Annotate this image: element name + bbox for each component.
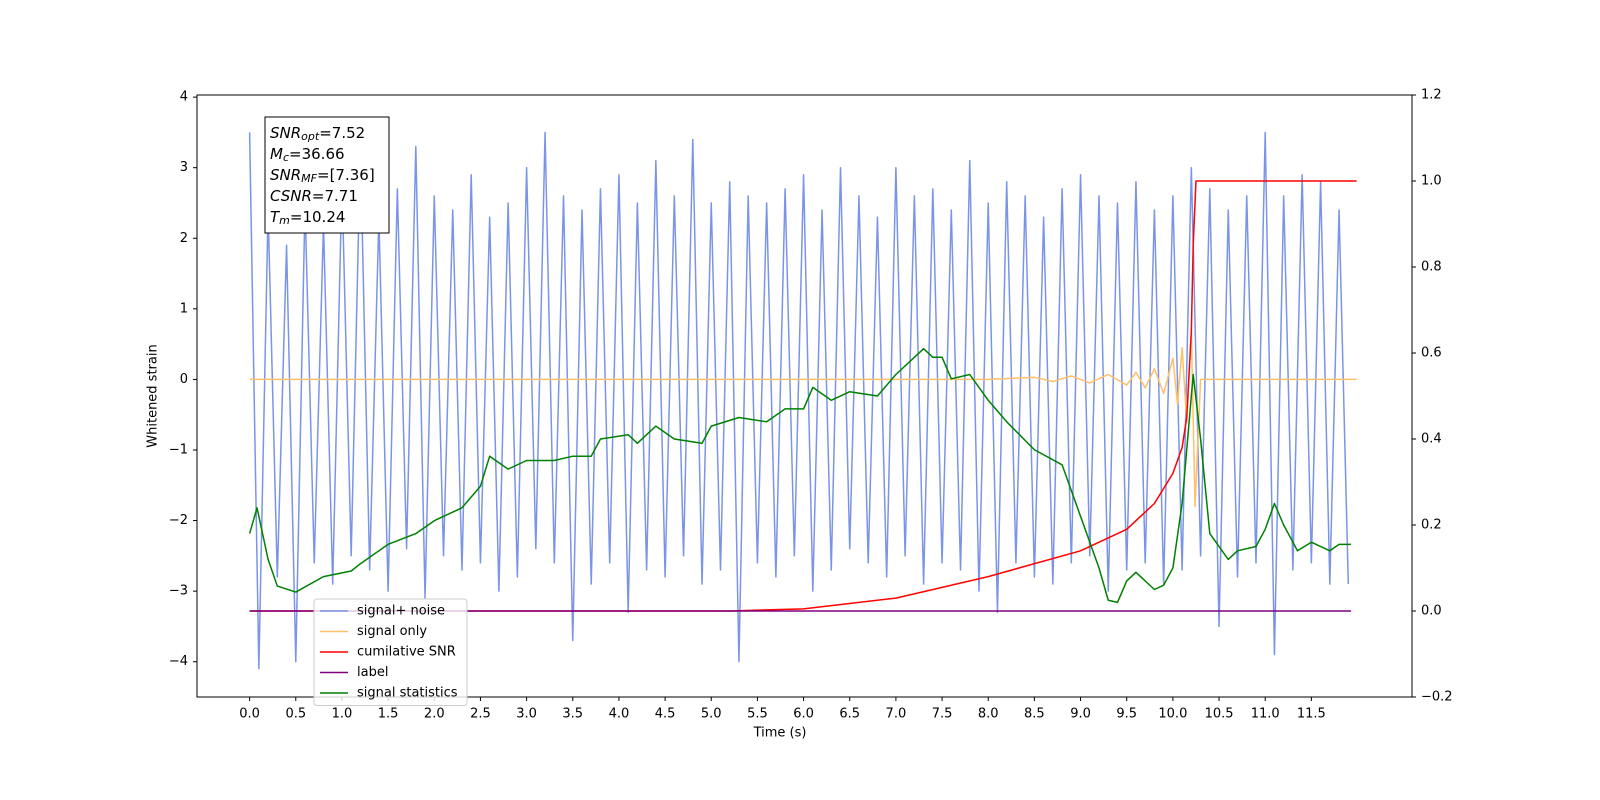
x-tick-label: 6.5: [839, 707, 860, 722]
x-tick-label: 4.0: [609, 707, 630, 722]
y-tick-label: −3: [169, 584, 188, 599]
x-tick-label: 1.0: [332, 707, 353, 722]
annotation-var: M: [270, 145, 283, 163]
annotation-sub: m: [279, 214, 290, 227]
annotation-text: =7.71: [312, 187, 358, 205]
legend-label: signal statistics: [357, 686, 458, 701]
y2-tick-label: 0.0: [1421, 604, 1442, 619]
annotation-sub: opt: [301, 130, 320, 143]
y2-tick-label: 0.6: [1421, 346, 1442, 361]
y2-tick-label: 0.2: [1421, 518, 1442, 533]
x-tick-label: 10.0: [1158, 707, 1187, 722]
x-tick-label: 11.0: [1251, 707, 1280, 722]
x-tick-label: 2.5: [470, 707, 491, 722]
annotation: SNRopt=7.52Mc=36.66SNRMF=[7.36]CSNR=7.71…: [264, 116, 390, 234]
x-tick-label: 9.5: [1116, 707, 1137, 722]
annotation-line: CSNR=7.71: [270, 187, 358, 205]
annotation-var: CSNR: [270, 187, 312, 205]
x-tick-label: 8.5: [1024, 707, 1045, 722]
annotation-box: [264, 116, 390, 234]
y-axis-label: Whitened strain: [146, 344, 161, 447]
annotation-text: =[7.36]: [317, 166, 375, 184]
x-tick-label: 6.0: [793, 707, 814, 722]
y2-tick-label: 0.8: [1421, 260, 1442, 275]
annotation-text: =7.52: [319, 124, 365, 142]
series-line: [248, 131, 1350, 670]
annotation-line: SNRopt=7.52: [270, 124, 365, 144]
y-tick-label: 2: [180, 231, 188, 246]
x-tick-label: 4.5: [655, 707, 676, 722]
x-tick-label: 1.5: [378, 707, 399, 722]
x-tick-label: 2.0: [424, 707, 445, 722]
annotation-text: =36.66: [289, 145, 345, 163]
x-tick-label: 5.5: [747, 707, 768, 722]
x-tick-label: 11.5: [1297, 707, 1326, 722]
x-tick-label: 5.0: [701, 707, 722, 722]
annotation-var: SNR: [270, 124, 301, 142]
y-tick-label: 1: [180, 301, 188, 316]
x-tick-label: 0.5: [285, 707, 306, 722]
y-tick-label: 3: [180, 160, 188, 175]
y2-tick-label: 0.4: [1421, 432, 1442, 447]
legend: signal+ noise signal only cumilative SNR la…: [313, 598, 468, 706]
x-tick-label: 9.0: [1070, 707, 1091, 722]
y2-tick-label: 1.0: [1421, 174, 1442, 189]
series-line: [249, 180, 1357, 612]
y2-tick-label: −0.2: [1421, 690, 1453, 705]
y-tick-label: −1: [169, 442, 188, 457]
y2-tick-label: 1.2: [1421, 88, 1442, 103]
legend-label: label: [357, 665, 388, 680]
x-axis-label: Time (s): [753, 726, 807, 741]
y-tick-label: −4: [169, 654, 188, 669]
legend-label: signal+ noise: [357, 604, 445, 619]
annotation-var: SNR: [270, 166, 301, 184]
y-tick-label: 0: [180, 372, 188, 387]
legend-box: [313, 598, 468, 706]
plot-frame: [196, 94, 1413, 698]
annotation-var: T: [270, 208, 281, 226]
x-tick-label: 3.5: [562, 707, 583, 722]
series-line: [248, 347, 1352, 604]
x-tick-label: 7.5: [932, 707, 953, 722]
x-tick-label: 3.0: [516, 707, 537, 722]
legend-label: signal only: [357, 624, 427, 639]
x-tick-label: 7.0: [886, 707, 907, 722]
legend-label: cumilative SNR: [357, 645, 456, 660]
annotation-sub: MF: [301, 172, 317, 185]
annotation-line: SNRMF=[7.36]: [270, 166, 375, 186]
y-tick-label: −2: [169, 513, 188, 528]
x-tick-label: 10.5: [1205, 707, 1234, 722]
annotation-sub: c: [283, 151, 289, 164]
y-tick-label: 4: [180, 90, 188, 105]
x-tick-label: 8.0: [978, 707, 999, 722]
x-tick-label: 0.0: [239, 707, 260, 722]
annotation-line: Tm=10.24: [270, 208, 345, 228]
annotation-line: Mc=36.66: [270, 145, 345, 165]
annotation-text: =10.24: [290, 208, 346, 226]
